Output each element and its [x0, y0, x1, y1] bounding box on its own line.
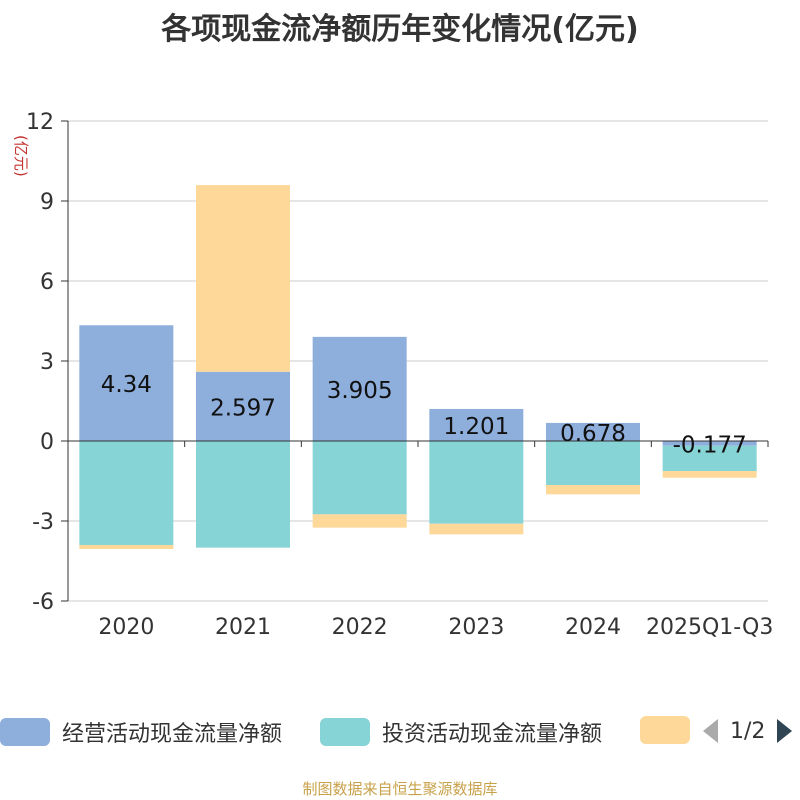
- y-tick-label: -6: [32, 590, 54, 615]
- bar-operating: [546, 422, 640, 441]
- chart-canvas: -6 -3 0 3 6 9 12 2020 2021 2022 2023 2024 2025Q1-Q3 4…: [26, 110, 773, 640]
- y-tick-label: 0: [40, 430, 54, 455]
- legend-swatch-financing: [640, 716, 690, 744]
- data-label: 0.678: [560, 421, 626, 447]
- bar-financing: [79, 545, 174, 549]
- bar-operating: [429, 408, 524, 441]
- legend-swatch-operating: [0, 718, 50, 746]
- pager-prev-icon[interactable]: [700, 716, 722, 746]
- legend-label-operating: 经营活动现金流量净额: [62, 722, 283, 747]
- bar-investing: [662, 445, 757, 472]
- data-label: 2.597: [210, 395, 276, 421]
- y-tick-label: 3: [40, 350, 54, 375]
- y-tick-label: 6: [40, 270, 54, 295]
- x-tick-label: 2025Q1-Q3: [646, 615, 773, 640]
- y-tick-label: 9: [40, 190, 54, 215]
- x-tick-label: 2022: [332, 615, 388, 640]
- bar-operating: [662, 441, 757, 446]
- bar-financing: [196, 185, 290, 372]
- legend-swatch-investing: [320, 718, 370, 746]
- legend-pager: 1/2: [700, 716, 795, 746]
- data-label: -0.177: [673, 432, 747, 458]
- y-tick-label: -3: [32, 510, 54, 535]
- bar-financing: [429, 523, 524, 535]
- bar-investing: [79, 441, 174, 545]
- legend-item-operating[interactable]: 经营活动现金流量净额: [0, 716, 282, 748]
- bar-investing: [546, 441, 640, 485]
- x-tick-label: 2024: [565, 615, 621, 640]
- bar-financing: [312, 514, 407, 528]
- pager-next-icon[interactable]: [773, 716, 795, 746]
- bar-investing: [196, 441, 290, 548]
- bar-financing: [662, 471, 757, 478]
- bar-financing: [546, 485, 640, 495]
- footer-source: 制图数据来自恒生聚源数据库: [302, 780, 498, 798]
- legend-label-investing: 投资活动现金流量净额: [382, 722, 603, 747]
- pager-label: 1/2: [730, 718, 766, 744]
- x-tick-label: 2021: [215, 615, 271, 640]
- bar-operating: [196, 371, 290, 441]
- data-label: 4.34: [101, 372, 152, 398]
- legend-item-financing[interactable]: [640, 716, 702, 744]
- data-label: 3.905: [327, 378, 393, 404]
- bar-operating: [79, 325, 174, 441]
- legend: 经营活动现金流量净额 投资活动现金流量净额 1/2: [0, 716, 800, 752]
- x-tick-label: 2023: [448, 615, 504, 640]
- bar-investing: [429, 441, 524, 524]
- chart-title: 各项现金流净额历年变化情况(亿元): [161, 12, 639, 47]
- x-tick-label: 2020: [98, 615, 154, 640]
- bar-operating: [312, 336, 407, 441]
- bar-investing: [312, 441, 407, 515]
- y-tick-label: 12: [26, 110, 54, 135]
- legend-item-investing[interactable]: 投资活动现金流量净额: [320, 716, 602, 748]
- data-label: 1.201: [443, 414, 509, 440]
